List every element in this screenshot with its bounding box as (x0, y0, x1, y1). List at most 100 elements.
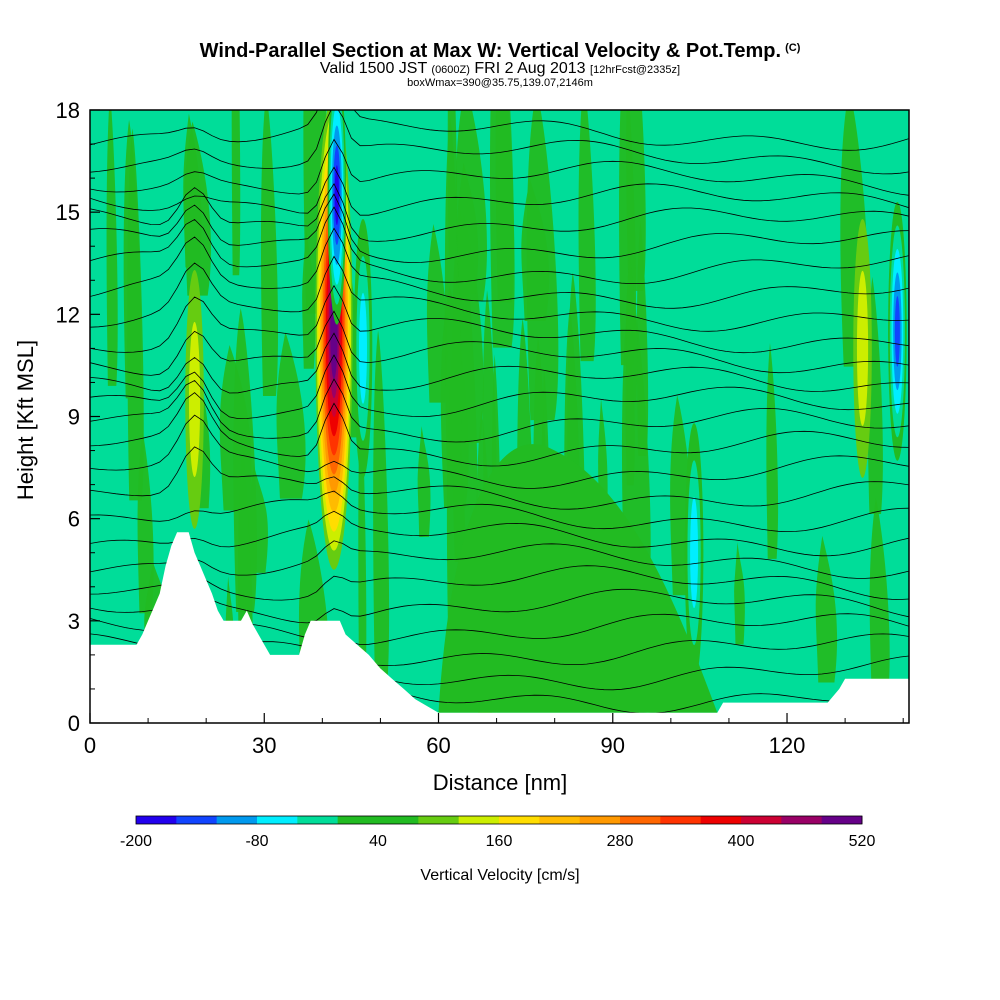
field-patch (233, 308, 257, 612)
updraft-cell (856, 270, 869, 427)
theta-contour (90, 332, 909, 394)
y-tick-label: 3 (68, 609, 80, 634)
y-tick-label: 0 (68, 711, 80, 736)
colorbar-swatch (136, 816, 177, 824)
field-patch (457, 163, 479, 294)
theta-contour (90, 166, 909, 216)
colorbar-swatch (579, 816, 621, 824)
theta-contour (90, 392, 909, 467)
colorbar-swatch (257, 816, 298, 824)
theta-contour (90, 510, 909, 557)
y-axis-title: Height [Kft MSL] (13, 340, 38, 500)
field-patch (184, 121, 212, 296)
field-patch (495, 110, 514, 303)
theta-contour (90, 490, 909, 533)
theta-contour (90, 588, 909, 624)
colorbar-swatch (418, 816, 460, 824)
colorbar-swatch (458, 816, 500, 824)
x-tick-label: 90 (601, 733, 625, 758)
colorbar-swatch (741, 816, 782, 824)
theta-contour (90, 540, 909, 579)
theta-contour (90, 193, 909, 264)
downdraft-cell (894, 296, 900, 367)
colorbar-label: -200 (120, 833, 152, 850)
theta-contour (90, 284, 909, 354)
valid-prefix: Valid 1500 JST (319, 60, 427, 77)
theta-contour (90, 565, 909, 601)
plot-area (90, 110, 909, 723)
theta-contour (90, 206, 909, 284)
colorbar-label: 280 (607, 833, 634, 850)
field-patch (276, 332, 306, 499)
theta-contour (90, 446, 909, 510)
colorbar-label: 40 (369, 833, 387, 850)
chart-title-text: Wind-Parallel Section at Max W: Vertical… (199, 40, 782, 62)
colorbar-swatch (539, 816, 581, 824)
theta-contour (90, 354, 909, 420)
field-patch (231, 110, 241, 276)
colorbar-label: 400 (728, 833, 755, 850)
x-tick-label: 30 (252, 733, 276, 758)
forecast-info: [12hrFcst@2335z] (590, 64, 681, 76)
colorbar-swatch (337, 816, 379, 824)
y-tick-label: 12 (56, 302, 80, 327)
field-patch (734, 542, 745, 645)
theta-contour (90, 414, 909, 489)
y-tick-label: 15 (56, 200, 80, 225)
field-patch (373, 330, 390, 686)
field-patch (578, 110, 596, 362)
x-tick-label: 120 (769, 733, 806, 758)
colorbar-swatch (620, 816, 661, 824)
field-patch (869, 498, 890, 707)
box-info: boxWmax=390@35.75,139.07,2146m (407, 77, 593, 89)
field-patch (526, 110, 559, 421)
terrain-mask (90, 532, 909, 723)
field-patch (417, 426, 431, 538)
velocity-field (106, 110, 907, 720)
colorbar-label: -80 (245, 833, 268, 850)
y-tick-label: 6 (68, 507, 80, 532)
colorbar-label: 520 (849, 833, 876, 850)
theta-contour (90, 110, 909, 175)
colorbar-swatch (297, 816, 339, 824)
colorbar-swatch (821, 816, 863, 824)
field-patch (626, 252, 638, 401)
field-patch (260, 110, 279, 396)
theta-contour (90, 255, 909, 332)
colorbar-swatch (700, 816, 742, 824)
theta-contour (90, 378, 909, 443)
downdraft-cell (359, 292, 367, 404)
chart-title: Wind-Parallel Section at Max W: Vertical… (0, 37, 1000, 62)
x-tick-label: 0 (84, 733, 96, 758)
colorbar-title: Vertical Velocity [cm/s] (420, 867, 579, 884)
theta-contour (90, 110, 909, 151)
axes: 0 30 60 90 120 0 3 6 9 12 15 18 (56, 98, 904, 758)
copyright-mark: (C) (785, 42, 801, 54)
updraft-cell (188, 321, 201, 478)
downdraft-cell (690, 497, 699, 609)
colorbar-swatch (216, 816, 258, 824)
valid-time-line: Valid 1500 JST (0600Z) FRI 2 Aug 2013 [1… (0, 60, 1000, 79)
utc-time: (0600Z) (431, 64, 470, 76)
field-patch (106, 110, 118, 386)
valid-date: FRI 2 Aug 2013 (474, 60, 586, 77)
theta-contour (90, 310, 909, 376)
field-patch (438, 444, 718, 713)
y-tick-label: 9 (68, 405, 80, 430)
x-tick-label: 60 (426, 733, 450, 758)
colorbar-swatch (660, 816, 702, 824)
x-axis-title: Distance [nm] (433, 770, 568, 795)
theta-contour (90, 227, 909, 309)
colorbar-swatch (499, 816, 540, 824)
potential-temperature-contours (90, 110, 909, 714)
colorbar-label: 160 (486, 833, 513, 850)
colorbar-frame (135, 815, 863, 825)
y-tick-label: 18 (56, 98, 80, 123)
field-patch (127, 128, 144, 501)
theta-contour (90, 182, 909, 242)
colorbar: -200 -80 40 160 280 400 520 (120, 815, 876, 850)
colorbar-swatch (378, 816, 419, 824)
theta-contour (90, 138, 909, 196)
colorbar-swatch (781, 816, 823, 824)
